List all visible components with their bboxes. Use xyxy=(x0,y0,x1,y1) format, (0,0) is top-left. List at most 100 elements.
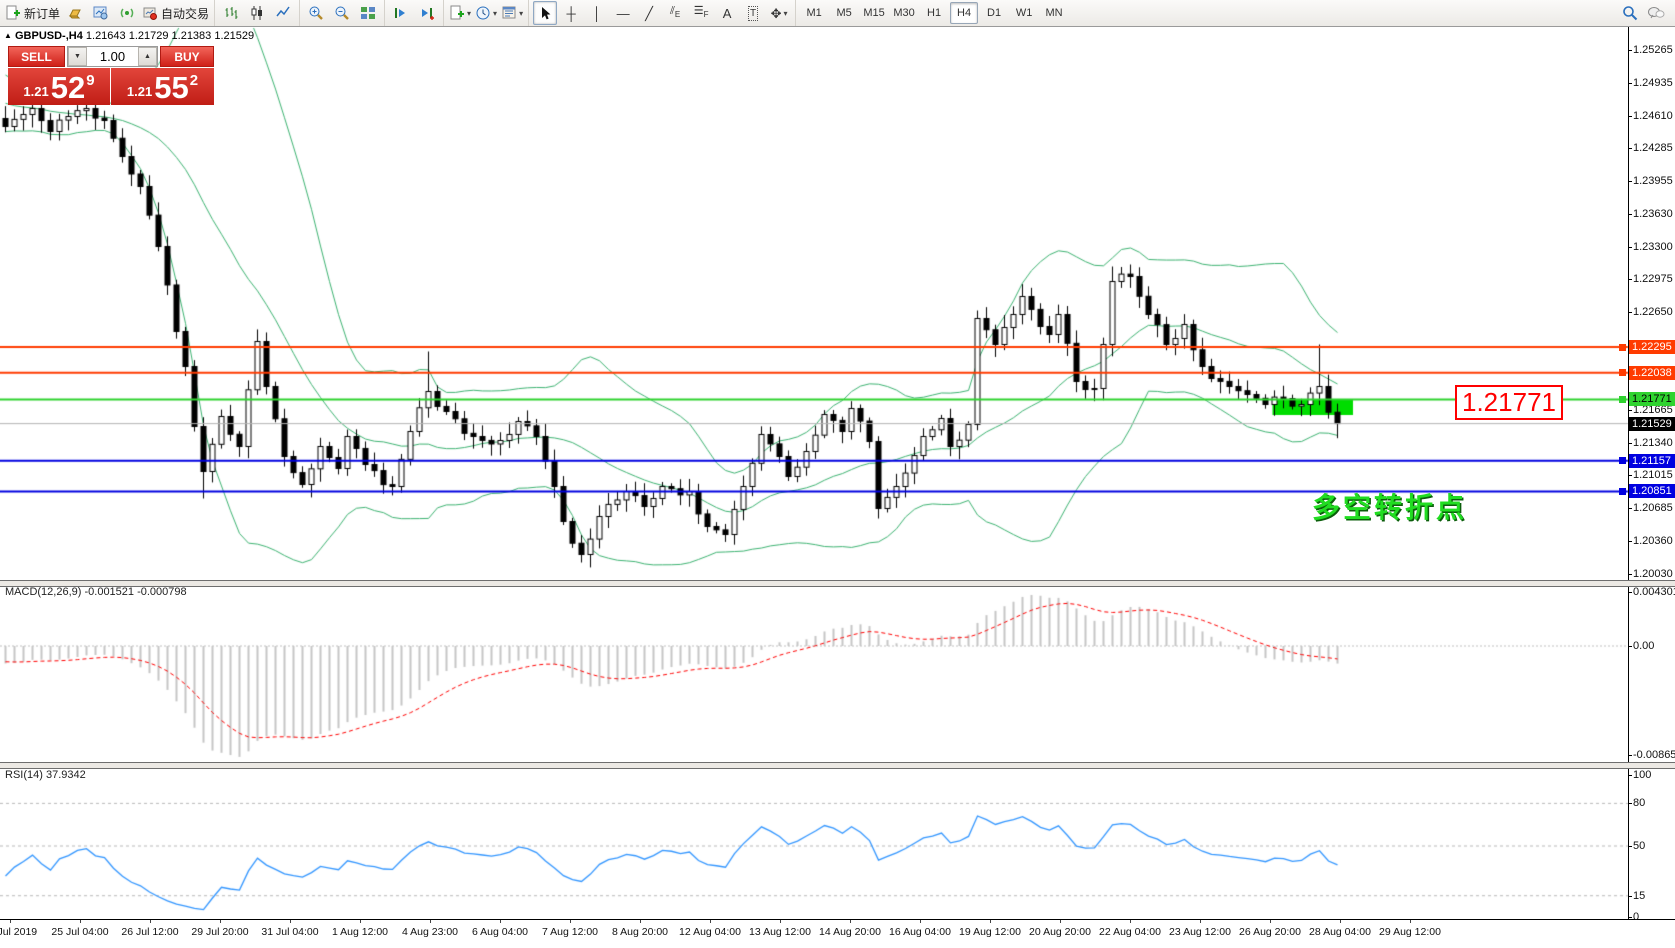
timeframe-mn-button[interactable]: MN xyxy=(1045,7,1063,19)
timeframe-m1-button[interactable]: M1 xyxy=(806,7,822,19)
new-order-button[interactable]: 新订单 xyxy=(4,1,61,25)
chart-collapse-icon[interactable]: ▲ xyxy=(4,31,12,40)
styles-button[interactable] xyxy=(63,1,87,25)
new-order-label: 新订单 xyxy=(24,6,61,21)
bar-chart-type-button[interactable] xyxy=(219,1,243,25)
tile-windows-button[interactable] xyxy=(356,1,380,25)
signal-button[interactable] xyxy=(115,1,139,25)
price-axis-border xyxy=(1628,26,1629,920)
text-icon: A xyxy=(722,5,732,21)
price-tick-mark xyxy=(1628,181,1632,182)
panel-splitter-macd[interactable] xyxy=(0,580,1675,587)
volume-value[interactable]: 1.00 xyxy=(99,49,126,64)
rsi-tick-mark xyxy=(1628,775,1632,776)
volume-stepper: ▼ 1.00 ▲ xyxy=(67,46,158,67)
auto-trading-button[interactable]: 自动交易 xyxy=(141,1,210,25)
rsi-tick-mark xyxy=(1628,917,1632,918)
price-line-handle[interactable] xyxy=(1619,487,1626,495)
price-tick-label: 1.24610 xyxy=(1633,109,1673,122)
horizontal-line-icon: — xyxy=(616,5,630,21)
price-line-handle[interactable] xyxy=(1619,369,1626,377)
time-tick-label: 16 Aug 04:00 xyxy=(889,926,951,938)
price-tick-mark xyxy=(1628,115,1632,117)
timeframe-h4-button[interactable]: H4 xyxy=(950,2,979,24)
zoom-in-button[interactable] xyxy=(304,1,328,25)
time-tick-label: 28 Aug 04:00 xyxy=(1309,926,1371,938)
text-button[interactable]: A xyxy=(715,1,739,25)
zoom-out-button[interactable] xyxy=(330,1,354,25)
time-tick-mark xyxy=(220,920,221,923)
price-line-handle[interactable] xyxy=(1619,343,1626,351)
panel-splitter-rsi[interactable] xyxy=(0,762,1675,769)
vertical-line-button[interactable]: │ xyxy=(585,1,609,25)
price-level-text-box[interactable]: 1.21771 xyxy=(1455,385,1563,420)
price-tick-label: 1.21340 xyxy=(1633,436,1673,449)
tile-windows-icon xyxy=(361,7,376,19)
time-tick-mark xyxy=(1340,920,1341,923)
time-tick-label: 20 Aug 20:00 xyxy=(1029,926,1091,938)
cursor-icon xyxy=(542,6,551,19)
price-line-handle[interactable] xyxy=(1619,457,1626,465)
time-tick-mark xyxy=(80,920,81,923)
current-price-badge: 1.21529 xyxy=(1629,416,1675,431)
arrows-button[interactable]: ✥ ▾ xyxy=(767,1,791,25)
new-chart-button[interactable]: ▾ xyxy=(448,1,472,25)
periods-button[interactable]: ▾ xyxy=(474,1,498,25)
chat-button[interactable] xyxy=(1644,1,1668,25)
price-line-handle[interactable] xyxy=(1619,395,1626,403)
gold-bar-icon xyxy=(68,9,81,19)
channel-button[interactable]: ⫽E xyxy=(663,1,687,25)
time-tick-label: 8 Aug 20:00 xyxy=(611,926,669,938)
auto-trading-label: 自动交易 xyxy=(161,6,210,21)
time-tick-mark xyxy=(1130,920,1131,923)
fibonacci-button[interactable]: ☰F xyxy=(689,1,713,25)
periods-caret-icon: ▾ xyxy=(493,8,498,18)
volume-increase-button[interactable]: ▲ xyxy=(138,47,157,66)
candlestick-type-button[interactable] xyxy=(245,1,269,25)
timeframe-m15-button[interactable]: M15 xyxy=(863,7,885,19)
price-tick-label: 1.23300 xyxy=(1633,240,1673,253)
price-line-badge: 1.22038 xyxy=(1629,365,1675,380)
timeframe-m5-button[interactable]: M5 xyxy=(836,7,852,19)
sell-price[interactable]: 1.21 52 9 xyxy=(8,68,110,105)
label-button[interactable]: T xyxy=(741,1,765,25)
time-tick-label: 19 Aug 12:00 xyxy=(959,926,1021,938)
horizontal-line-button[interactable]: — xyxy=(611,1,635,25)
rsi-name: RSI(14) xyxy=(5,769,43,781)
search-icon xyxy=(1623,6,1638,21)
timeframe-h1-button[interactable]: H1 xyxy=(927,7,942,19)
time-tick-mark xyxy=(290,920,291,923)
crosshair-button[interactable]: ┼ xyxy=(559,1,583,25)
macd-tick-label: 0.00 xyxy=(1633,640,1655,652)
clock-icon xyxy=(476,6,490,20)
time-tick-mark xyxy=(990,920,991,923)
line-chart-type-button[interactable] xyxy=(271,1,295,25)
volume-decrease-button[interactable]: ▼ xyxy=(68,47,87,66)
chat-icon xyxy=(1648,7,1665,19)
time-tick-mark xyxy=(1060,920,1061,923)
sell-button[interactable]: SELL xyxy=(8,46,65,67)
timeframe-m30-button[interactable]: M30 xyxy=(893,7,915,19)
turning-point-note[interactable]: 多空转折点 xyxy=(1312,492,1468,523)
timeframe-d1-button[interactable]: D1 xyxy=(987,7,1002,19)
buy-button[interactable]: BUY xyxy=(160,46,214,67)
chart-ohlc-values: 1.21643 1.21729 1.21383 1.21529 xyxy=(85,30,255,42)
price-tick-mark xyxy=(1628,475,1632,476)
search-button[interactable] xyxy=(1618,1,1642,25)
bar-chart-type-icon xyxy=(225,7,238,19)
market-watch-button[interactable] xyxy=(89,1,113,25)
price-tick-label: 1.23630 xyxy=(1633,207,1673,220)
buy-price[interactable]: 1.21 55 2 xyxy=(111,68,214,105)
template-button[interactable]: ▾ xyxy=(500,1,524,25)
timeframe-w1-button[interactable]: W1 xyxy=(1015,7,1033,19)
chart-shift-icon xyxy=(422,8,435,20)
chart-shift-button[interactable] xyxy=(415,1,439,25)
auto-scroll-button[interactable] xyxy=(389,1,413,25)
price-tick-mark xyxy=(1628,410,1632,411)
trendline-button[interactable]: ╱ xyxy=(637,1,661,25)
price-tick-label: 1.20030 xyxy=(1633,567,1673,580)
rsi-tick-label: 0 xyxy=(1633,911,1640,923)
cursor-button[interactable] xyxy=(533,1,558,25)
